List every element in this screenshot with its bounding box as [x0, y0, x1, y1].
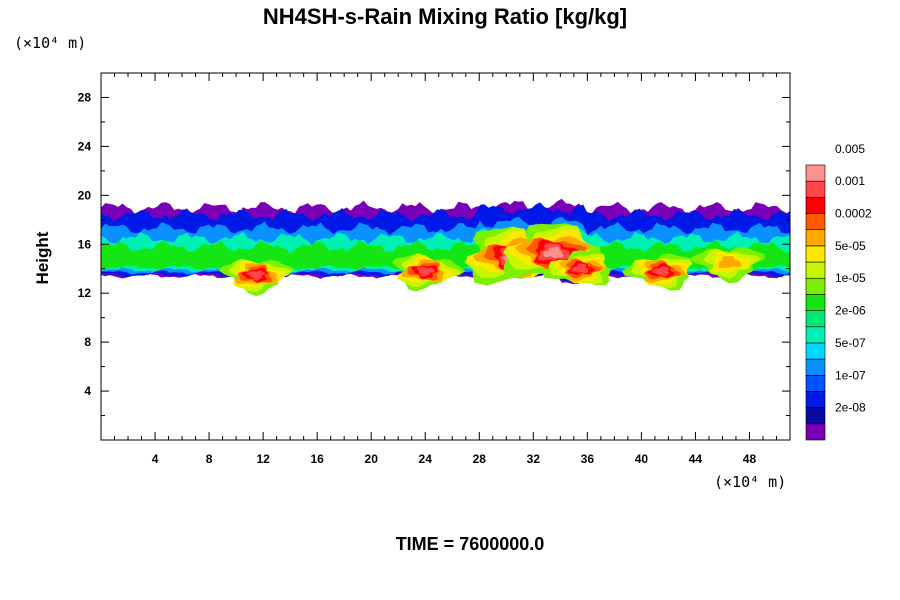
hotspot-level-15: [571, 263, 589, 274]
chart-title: NH4SH-s-Rain Mixing Ratio [kg/kg]: [263, 4, 627, 29]
x-tick-label: 24: [419, 452, 433, 466]
colorbar-swatch: [805, 229, 826, 247]
hotspot-level-15: [246, 270, 266, 281]
colorbar-swatch: [805, 180, 826, 198]
colorbar-swatch: [805, 358, 826, 376]
colorbar-swatch: [805, 164, 826, 182]
colorbar-swatch: [805, 197, 826, 214]
x-tick-label: 36: [581, 452, 595, 466]
colorbar-swatch: [805, 391, 826, 408]
hotspot-level-16: [542, 246, 564, 258]
colorbar-swatch: [805, 407, 826, 425]
colorbar-swatch: [805, 245, 826, 263]
y-unit-label: (×10⁴ m): [14, 34, 86, 52]
x-tick-label: 12: [256, 452, 270, 466]
colorbar-swatch: [805, 294, 826, 311]
colorbar-label: 1e-05: [835, 271, 866, 285]
colorbar-label: 2e-06: [835, 304, 866, 318]
mixing-ratio-field: [101, 198, 790, 297]
plot-frame: [100, 72, 791, 441]
colorbar-label: 2e-08: [835, 401, 866, 415]
colorbar-label: 5e-05: [835, 239, 866, 253]
x-tick-label: 40: [635, 452, 649, 466]
x-tick-label: 48: [743, 452, 757, 466]
hotspot-level-15: [416, 266, 436, 277]
x-tick-label: 32: [527, 452, 541, 466]
colorbar-label: 0.0002: [835, 207, 872, 221]
x-tick-label: 20: [365, 452, 379, 466]
y-tick-label: 24: [78, 139, 92, 153]
colorbar-label: 0.005: [835, 142, 865, 156]
colorbar-swatch: [805, 261, 826, 279]
x-tick-label: 4: [152, 452, 159, 466]
x-axis: 4 8 12 16 20 24 28 32 36 40 44 48: [114, 73, 777, 466]
x-tick-label: 16: [310, 452, 324, 466]
y-tick-label: 12: [78, 286, 92, 300]
colorbar-label: 1e-07: [835, 368, 866, 382]
x-tick-label: 28: [473, 452, 487, 466]
y-tick-label: 20: [78, 188, 92, 202]
colorbar-swatch: [805, 310, 826, 328]
colorbar-swatch: [805, 342, 826, 360]
y-tick-label: 28: [78, 90, 92, 104]
colorbar: 2e-08 1e-07 5e-07 2e-06 1e-05 5e-05 0.0002 0.00…: [805, 142, 872, 441]
colorbar-label: 5e-07: [835, 336, 866, 350]
hotspot-level-12: [718, 256, 742, 269]
colorbar-swatch: [805, 277, 826, 295]
colorbar-label: 0.001: [835, 174, 865, 188]
colorbar-swatch: [805, 423, 826, 441]
y-tick-label: 4: [84, 384, 91, 398]
colorbar-swatch: [805, 213, 826, 231]
x-unit-label: (×10⁴ m): [714, 473, 786, 491]
time-label: TIME = 7600000.0: [396, 534, 545, 554]
x-tick-label: 8: [206, 452, 213, 466]
y-tick-label: 16: [78, 237, 92, 251]
colorbar-swatch: [805, 326, 826, 344]
y-axis-label: Height: [33, 231, 52, 284]
y-tick-label: 8: [84, 335, 91, 349]
colorbar-swatch: [805, 374, 826, 392]
y-axis: 4 8 12 16 20 24 28: [78, 90, 790, 417]
x-tick-label: 44: [689, 452, 703, 466]
hotspot-level-15: [651, 266, 670, 277]
